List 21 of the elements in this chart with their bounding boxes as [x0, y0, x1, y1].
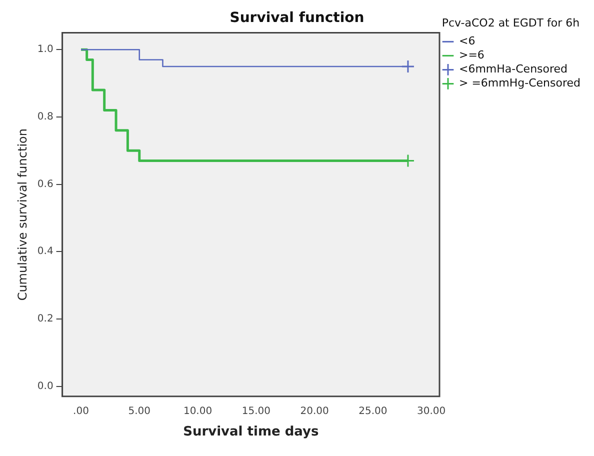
y-tick-label: 1.0 [37, 44, 54, 56]
legend-label: <6mmHa-Censored [459, 62, 568, 76]
chart-title: Survival function [230, 10, 364, 26]
x-tick-label: 10.00 [183, 406, 212, 417]
x-axis-title: Survival time days [183, 424, 319, 440]
legend-label: >=6 [459, 48, 484, 62]
legend-title: Pcv-aCO2 at EGDT for 6h [442, 16, 580, 30]
y-tick-label: 0.0 [37, 380, 54, 392]
x-tick-label: 15.00 [242, 406, 270, 417]
legend-label: <6 [459, 34, 476, 48]
x-tick-label: 25.00 [358, 406, 388, 417]
y-tick-label: 0.8 [37, 112, 54, 123]
y-tick-label: 0.4 [37, 246, 54, 258]
y-tick-label: 0.6 [37, 178, 54, 190]
x-tick-label: 30.00 [417, 406, 446, 417]
x-tick-label: 5.00 [128, 406, 151, 417]
legend-label: > =6mmHg-Censored [459, 76, 580, 90]
y-axis-title: Cumulative survival function [15, 128, 30, 301]
x-tick-label: .00 [73, 406, 89, 417]
y-tick-label: 0.2 [37, 314, 54, 325]
x-tick-label: 20.00 [300, 406, 329, 417]
